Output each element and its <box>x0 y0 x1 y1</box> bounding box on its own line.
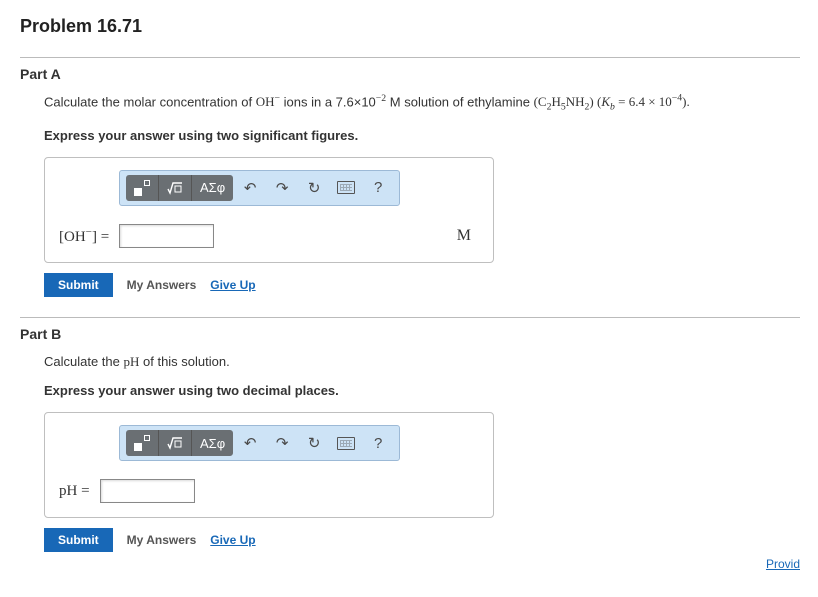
part-a-submit-button[interactable]: Submit <box>44 273 113 297</box>
divider <box>20 317 800 318</box>
help-button[interactable]: ? <box>363 430 393 456</box>
redo-button[interactable]: ↷ <box>267 175 297 201</box>
part-a-give-up-link[interactable]: Give Up <box>210 278 255 292</box>
format-root-button[interactable] <box>159 175 192 201</box>
redo-button[interactable]: ↷ <box>267 430 297 456</box>
divider <box>20 57 800 58</box>
greek-letters-button[interactable]: ΑΣφ <box>192 175 233 201</box>
format-templates-button[interactable] <box>126 430 159 456</box>
part-b-label: Part B <box>20 326 800 342</box>
part-b-question: Calculate the pH of this solution. <box>44 352 800 372</box>
part-a-answer-label: [OH−] = <box>59 226 109 246</box>
part-a-answer-input[interactable] <box>119 224 214 248</box>
part-a-instruction: Express your answer using two significan… <box>44 128 800 143</box>
undo-button[interactable]: ↶ <box>235 175 265 201</box>
problem-title: Problem 16.71 <box>20 16 800 37</box>
greek-letters-button[interactable]: ΑΣφ <box>192 430 233 456</box>
part-b-submit-button[interactable]: Submit <box>44 528 113 552</box>
provide-feedback-link[interactable]: Provid <box>766 557 800 571</box>
format-root-button[interactable] <box>159 430 192 456</box>
keyboard-button[interactable] <box>331 175 361 201</box>
part-a-label: Part A <box>20 66 800 82</box>
part-b-my-answers[interactable]: My Answers <box>127 533 197 547</box>
keyboard-button[interactable] <box>331 430 361 456</box>
format-templates-button[interactable] <box>126 175 159 201</box>
part-a-toolbar: ΑΣφ ↶ ↷ ↻ ? <box>119 170 400 206</box>
part-a-answer-box: ΑΣφ ↶ ↷ ↻ ? [OH−] = M <box>44 157 494 263</box>
part-b-answer-input[interactable] <box>100 479 195 503</box>
reset-button[interactable]: ↻ <box>299 430 329 456</box>
part-b-answer-box: ΑΣφ ↶ ↷ ↻ ? pH = <box>44 412 494 518</box>
help-button[interactable]: ? <box>363 175 393 201</box>
part-b-answer-label: pH = <box>59 483 90 500</box>
part-a-question: Calculate the molar concentration of OH−… <box>44 92 800 116</box>
part-b-toolbar: ΑΣφ ↶ ↷ ↻ ? <box>119 425 400 461</box>
part-a-my-answers[interactable]: My Answers <box>127 278 197 292</box>
part-b-give-up-link[interactable]: Give Up <box>210 533 255 547</box>
reset-button[interactable]: ↻ <box>299 175 329 201</box>
undo-button[interactable]: ↶ <box>235 430 265 456</box>
part-a-unit: M <box>457 227 479 245</box>
part-b-instruction: Express your answer using two decimal pl… <box>44 383 800 398</box>
